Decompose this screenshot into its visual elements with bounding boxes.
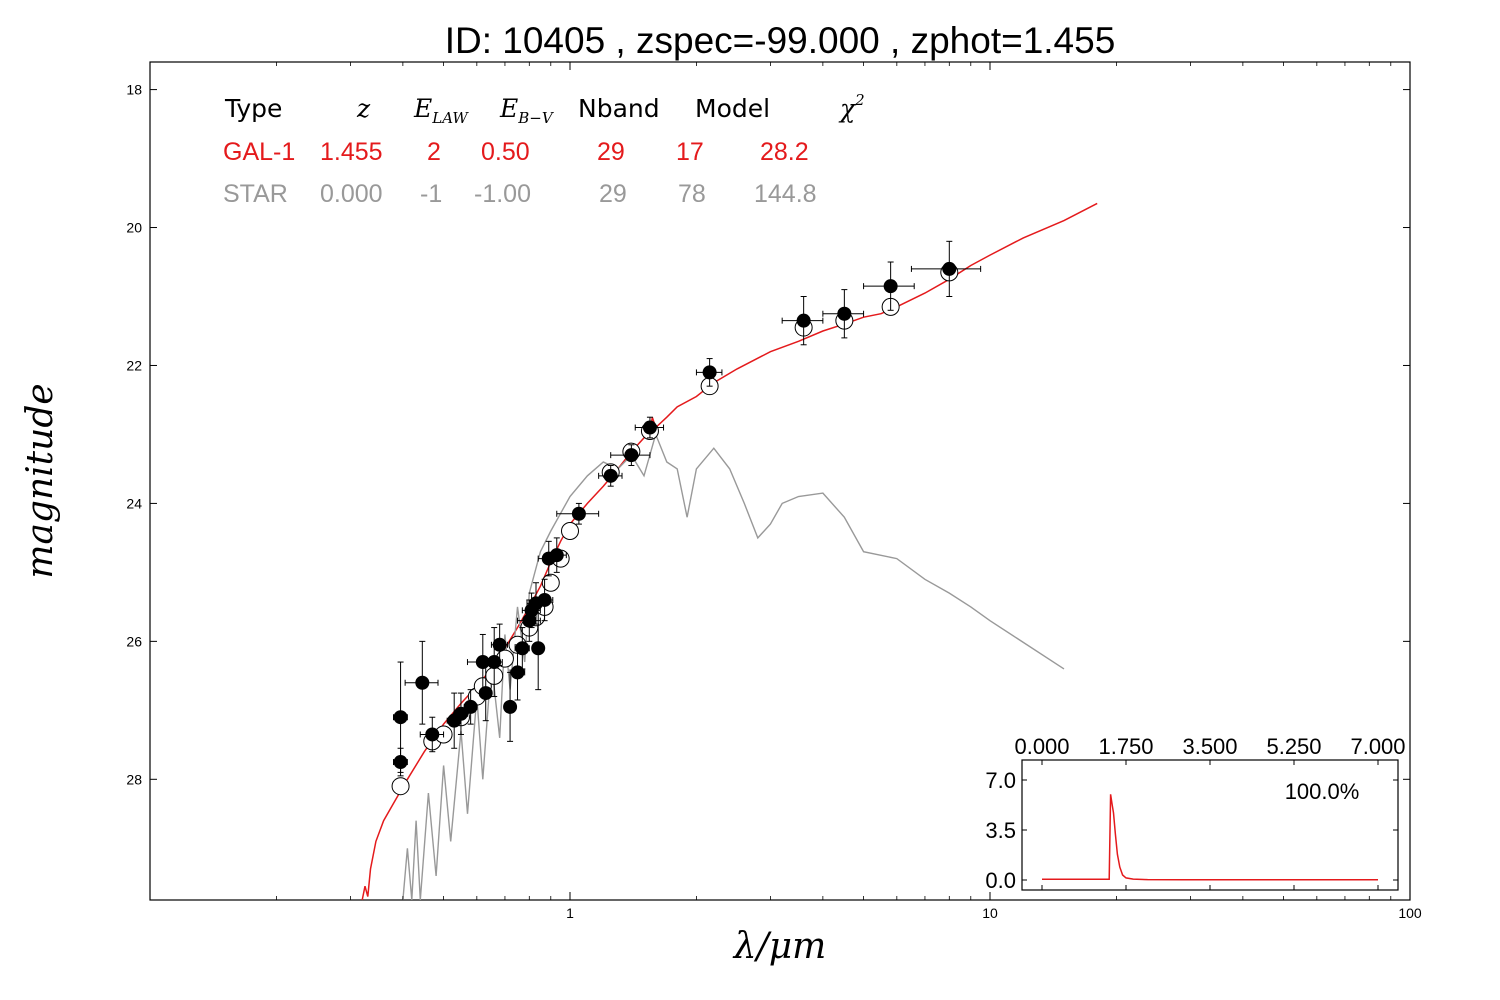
inset-annotation: 100.0% [1285, 779, 1360, 804]
chart-title: ID: 10405 , zspec=-99.000 , zphot=1.455 [445, 20, 1116, 61]
model-point [541, 573, 560, 592]
model-point [391, 777, 410, 796]
star-model: 78 [678, 180, 706, 208]
observed-point [549, 548, 564, 563]
x-tick-label: 100 [1398, 905, 1422, 921]
star-type: STAR [223, 180, 288, 208]
star-chi2: 144.8 [754, 180, 817, 208]
star-z: 0.000 [320, 180, 383, 208]
star-ebv: -1.00 [474, 180, 531, 208]
inset-x-tick-label: 0.000 [1014, 734, 1069, 759]
table-row-gal: GAL-1 1.455 2 0.50 29 17 28.2 [223, 138, 809, 166]
model-point [561, 522, 579, 541]
inset-x-tick-label: 7.000 [1350, 734, 1405, 759]
observed-point [393, 755, 408, 770]
gal-chi2: 28.2 [760, 138, 809, 166]
pdz-line [1042, 794, 1378, 881]
inset-frame [1021, 759, 1399, 891]
observed-point [503, 699, 518, 714]
observed-point [492, 637, 507, 652]
main-plot: 18 20 22 24 26 28 1 10 100 λ/μm magnitude [20, 61, 1422, 967]
star-spectrum-line [402, 432, 1065, 901]
observed-point [642, 420, 657, 435]
table-header-elaw: ELAW [413, 94, 469, 127]
table-row-star: STAR 0.000 -1 -1.00 29 78 144.8 [223, 180, 817, 208]
x-tick-label: 10 [982, 905, 998, 921]
gal-model: 17 [676, 138, 704, 166]
observed-point [487, 655, 502, 670]
y-axis-label: magnitude [20, 383, 61, 578]
table-header-type: Type [224, 94, 282, 123]
star-elaw: -1 [420, 180, 442, 208]
inset-x-tick-label: 3.500 [1182, 734, 1237, 759]
inset-x-tick-label: 1.750 [1098, 734, 1153, 759]
observed-point [796, 313, 811, 328]
inset-axis-ticks: 0.000 1.750 3.500 5.250 7.000 7.0 3.5 0.0 [985, 734, 1405, 893]
y-tick-label: 24 [126, 495, 142, 511]
observed-point [883, 279, 898, 294]
observed-point [603, 468, 618, 483]
y-tick-label: 18 [126, 82, 142, 98]
table-header-chi2: χ2 [838, 91, 865, 123]
y-tick-label: 28 [126, 771, 142, 787]
observed-point [702, 365, 717, 380]
table-header-z: z [356, 94, 371, 123]
observed-point [463, 699, 478, 714]
table-header-model: Model [695, 94, 770, 123]
gal-nband: 29 [597, 138, 625, 166]
observed-point [415, 675, 430, 690]
inset-plot-area [1042, 794, 1378, 881]
observed-point [837, 306, 852, 321]
observed-point [537, 592, 552, 607]
gal-z: 1.455 [320, 138, 383, 166]
x-axis-label: λ/μm [732, 926, 826, 967]
inset-y-tick-label: 7.0 [985, 768, 1016, 793]
axis-ticks: 18 20 22 24 26 28 1 10 100 [126, 62, 1422, 921]
table-header-nband: Nband [578, 94, 660, 123]
observed-point [515, 641, 530, 656]
star-nband: 29 [599, 180, 627, 208]
gal-ebv: 0.50 [481, 138, 530, 166]
observed-point [425, 727, 440, 742]
observed-point [478, 686, 493, 701]
table-header-ebv: EB−V [499, 94, 555, 127]
observed-point [624, 448, 639, 463]
x-tick-label: 1 [566, 905, 574, 921]
y-tick-label: 22 [126, 357, 142, 373]
inset-y-tick-label: 0.0 [985, 868, 1016, 893]
observed-point [393, 710, 408, 725]
observed-point [942, 261, 957, 276]
observed-point [571, 506, 586, 521]
observed-point [531, 641, 546, 656]
fit-table: Type z ELAW EB−V Nband Model χ2 GAL-1 1.… [223, 91, 865, 208]
gal-elaw: 2 [427, 138, 441, 166]
inset-pdz: 0.000 1.750 3.500 5.250 7.000 7.0 3.5 0.0 100.0… [985, 734, 1405, 893]
observed-point [453, 706, 468, 721]
y-tick-label: 20 [126, 220, 142, 236]
plot-area [361, 202, 1098, 901]
inset-y-tick-label: 3.5 [985, 818, 1016, 843]
gal-type: GAL-1 [223, 138, 295, 166]
inset-x-tick-label: 5.250 [1266, 734, 1321, 759]
y-tick-label: 26 [126, 633, 142, 649]
